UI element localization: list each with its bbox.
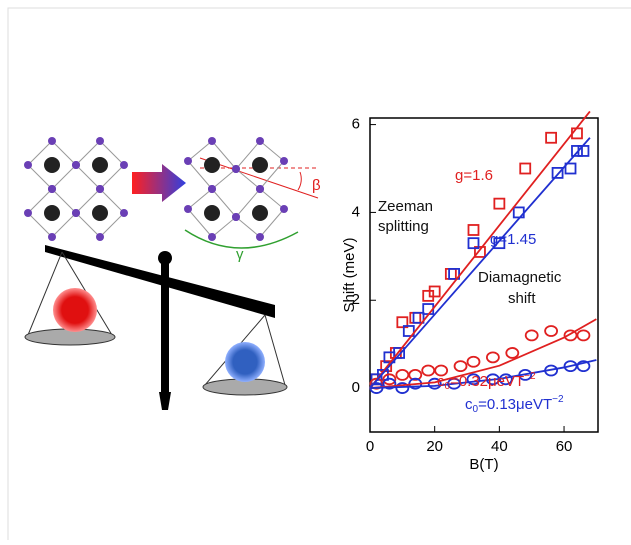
y-tick-label: 4	[352, 203, 360, 220]
anion	[256, 137, 264, 145]
anion	[96, 137, 104, 145]
annotation-part: =0.13μeVT	[478, 396, 552, 413]
annotation: Diamagnetic	[478, 269, 562, 286]
anion	[96, 185, 104, 193]
cation	[92, 157, 108, 173]
annotation: g=1.45	[490, 231, 536, 248]
x-tick-label: 60	[556, 438, 573, 455]
cation	[252, 157, 268, 173]
square-point	[468, 225, 478, 235]
base	[159, 392, 171, 410]
annotation-part: =0.32μeVT	[450, 373, 524, 390]
anion	[280, 157, 288, 165]
annotation: splitting	[378, 218, 429, 235]
circle-point	[487, 352, 499, 362]
anion	[120, 161, 128, 169]
anion	[232, 213, 240, 221]
x-tick-label: 0	[366, 438, 374, 455]
cation	[44, 157, 60, 173]
circle-point	[396, 370, 408, 380]
annotation-part: −2	[524, 371, 536, 382]
beta-arc	[298, 172, 301, 190]
square-point	[494, 199, 504, 209]
annotation: shift	[508, 290, 536, 307]
anion	[184, 205, 192, 213]
anion	[184, 157, 192, 165]
circle-point	[455, 361, 467, 371]
cation	[92, 205, 108, 221]
annotation: Zeeman	[378, 198, 433, 215]
anion	[208, 185, 216, 193]
anion	[208, 233, 216, 241]
electron	[53, 288, 97, 332]
anion	[48, 137, 56, 145]
cation	[252, 205, 268, 221]
cation	[204, 205, 220, 221]
anion	[208, 137, 216, 145]
hole	[225, 342, 265, 382]
fit-line	[370, 111, 590, 388]
annotation: c0=0.32μeVT−2	[437, 371, 536, 392]
x-tick-label: 20	[426, 438, 443, 455]
circle-point	[467, 357, 479, 367]
beta-label: β	[312, 177, 321, 194]
x-axis-label: B(T)	[469, 456, 498, 473]
circle-point	[545, 326, 557, 336]
anion	[280, 205, 288, 213]
circle-point	[506, 348, 518, 358]
cation	[44, 205, 60, 221]
illustration: β γ	[24, 137, 321, 410]
anion	[48, 185, 56, 193]
anion	[48, 233, 56, 241]
circle-point	[422, 366, 434, 376]
square-point	[578, 146, 588, 156]
y-tick-label: 0	[352, 379, 360, 396]
anion	[72, 209, 80, 217]
figure: β γ 02040600246B(T)Shift (meV)Zeemanspli…	[0, 0, 631, 540]
square-point	[520, 164, 530, 174]
annotation-part: −2	[552, 394, 564, 405]
annotation: c0=0.13μeVT−2	[465, 394, 564, 415]
anion	[120, 209, 128, 217]
x-tick-label: 40	[491, 438, 508, 455]
anion	[24, 209, 32, 217]
anion	[96, 233, 104, 241]
post	[161, 262, 169, 392]
anion	[256, 233, 264, 241]
square-point	[446, 269, 456, 279]
circle-point	[577, 330, 589, 340]
anion	[256, 185, 264, 193]
anion	[232, 165, 240, 173]
gamma-label: γ	[236, 246, 244, 263]
y-axis-label: Shift (meV)	[341, 237, 358, 312]
anion	[24, 161, 32, 169]
circle-point	[526, 330, 538, 340]
anion	[72, 161, 80, 169]
cation	[204, 157, 220, 173]
square-point	[546, 133, 556, 143]
annotation: g=1.6	[455, 167, 493, 184]
y-tick-label: 6	[352, 116, 360, 133]
square-point	[410, 313, 420, 323]
arrow	[132, 164, 186, 202]
